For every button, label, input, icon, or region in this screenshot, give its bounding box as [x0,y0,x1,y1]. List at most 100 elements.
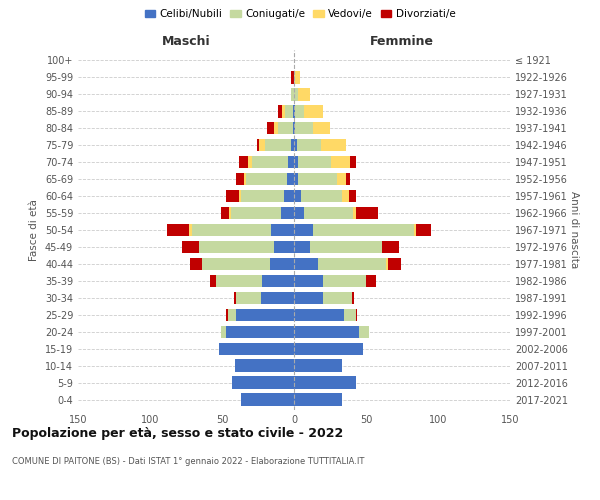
Bar [241,190,284,202]
Bar [190,258,202,270]
Bar [295,122,313,134]
Bar [294,274,323,287]
Bar [294,240,310,254]
Bar [294,105,295,118]
Bar [294,308,344,322]
Bar [323,292,352,304]
Bar [286,105,293,118]
Bar [341,190,349,202]
Bar [271,224,294,236]
Bar [199,240,274,254]
Bar [288,156,294,168]
Bar [313,122,330,134]
Bar [236,172,244,186]
Bar [261,292,294,304]
Bar [291,138,294,151]
Bar [301,190,341,202]
Bar [266,122,274,134]
Bar [413,224,416,236]
Bar [226,308,228,322]
Bar [294,172,298,186]
Bar [352,292,355,304]
Bar [350,156,356,168]
Bar [189,224,192,236]
Bar [274,240,294,254]
Bar [233,292,236,304]
Bar [241,394,294,406]
Bar [322,138,346,151]
Bar [359,326,369,338]
Bar [356,206,377,220]
Bar [294,190,301,202]
Bar [283,105,286,118]
Bar [278,122,293,134]
Bar [269,258,294,270]
Y-axis label: Anni di nascita: Anni di nascita [569,192,579,268]
Bar [304,105,323,118]
Bar [294,342,363,355]
Bar [313,224,413,236]
Bar [236,292,261,304]
Bar [284,190,294,202]
Bar [239,156,248,168]
Bar [304,206,353,220]
Bar [294,376,356,389]
Bar [294,224,313,236]
Bar [298,172,337,186]
Bar [252,156,288,168]
Bar [235,360,294,372]
Bar [331,156,350,168]
Bar [349,190,356,202]
Bar [294,206,304,220]
Bar [244,172,247,186]
Bar [294,122,295,134]
Bar [298,156,331,168]
Bar [278,105,283,118]
Bar [366,274,376,287]
Bar [216,274,262,287]
Bar [297,138,322,151]
Bar [259,138,265,151]
Text: Femmine: Femmine [370,36,434,49]
Bar [298,88,310,101]
Bar [219,342,294,355]
Bar [247,172,287,186]
Bar [294,326,359,338]
Bar [356,308,358,322]
Bar [294,292,323,304]
Bar [226,326,294,338]
Text: Popolazione per età, sesso e stato civile - 2022: Popolazione per età, sesso e stato civil… [12,428,343,440]
Bar [239,190,241,202]
Bar [337,172,346,186]
Legend: Celibi/Nubili, Coniugati/e, Vedovi/e, Divorziati/e: Celibi/Nubili, Coniugati/e, Vedovi/e, Di… [140,5,460,24]
Bar [287,172,294,186]
Bar [388,258,401,270]
Bar [323,274,366,287]
Bar [232,376,294,389]
Bar [248,156,252,168]
Text: COMUNE DI PAITONE (BS) - Dati ISTAT 1° gennaio 2022 - Elaborazione TUTTITALIA.IT: COMUNE DI PAITONE (BS) - Dati ISTAT 1° g… [12,458,364,466]
Bar [294,258,319,270]
Bar [230,206,281,220]
Bar [281,206,294,220]
Bar [167,224,189,236]
Bar [293,122,294,134]
Bar [221,326,226,338]
Bar [294,394,341,406]
Bar [226,190,239,202]
Bar [182,240,199,254]
Bar [353,206,356,220]
Y-axis label: Fasce di età: Fasce di età [29,199,39,261]
Bar [294,88,298,101]
Bar [291,71,294,84]
Bar [236,308,294,322]
Bar [262,274,294,287]
Bar [293,105,294,118]
Bar [192,224,271,236]
Bar [294,156,298,168]
Bar [294,360,341,372]
Bar [229,206,230,220]
Bar [416,224,431,236]
Bar [294,138,297,151]
Bar [382,240,399,254]
